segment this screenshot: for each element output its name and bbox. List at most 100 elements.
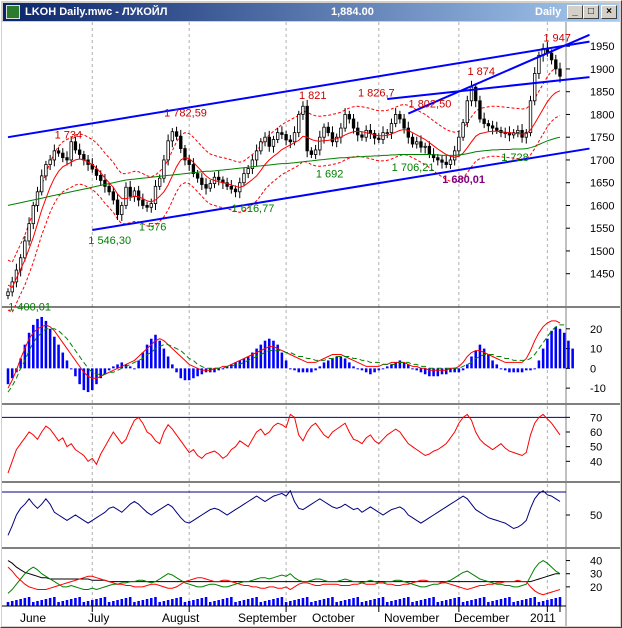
volume-bar — [474, 599, 477, 606]
candle-body — [318, 136, 322, 151]
volume-bar — [381, 597, 385, 606]
candle-body — [478, 100, 482, 120]
candle-body — [111, 191, 116, 201]
volume-bar — [74, 598, 77, 606]
macd-histogram-bar — [482, 348, 486, 369]
candle-body — [549, 52, 554, 61]
macd-histogram-bar — [78, 368, 81, 385]
macd-histogram-bar — [6, 368, 10, 385]
price-tick-label: 1950 — [590, 41, 614, 53]
maximize-button[interactable]: □ — [583, 5, 599, 19]
price-tick-label: 1650 — [590, 178, 614, 190]
volume-bar — [251, 598, 254, 606]
macd-histogram-bar — [428, 368, 431, 377]
macd-histogram-bar — [171, 364, 174, 369]
candle-body — [347, 114, 351, 120]
macd-histogram-bar — [335, 356, 338, 369]
candle-body — [301, 105, 305, 115]
volume-bar — [27, 597, 31, 606]
macd-histogram-bar — [69, 368, 73, 370]
candle-body — [410, 136, 415, 145]
volume-bar — [512, 602, 515, 606]
volume-bar — [32, 602, 35, 606]
price-tick-label: 1750 — [590, 132, 614, 144]
volume-bar — [310, 602, 313, 606]
volume-bar — [263, 601, 267, 606]
volume-bar — [529, 598, 532, 606]
price-annotation: 1 782,59 — [164, 107, 207, 119]
macd-histogram-bar — [145, 344, 149, 369]
macd-histogram-bar — [364, 368, 368, 373]
volume-bar — [407, 597, 410, 606]
volume-bar — [124, 598, 128, 606]
month-label: August — [162, 611, 200, 625]
app-icon[interactable] — [6, 5, 20, 19]
candle-body — [524, 132, 528, 138]
volume-bar — [116, 600, 119, 606]
volume-bar — [91, 600, 94, 606]
last-price: 1,884.00 — [331, 6, 374, 18]
volume-bar — [293, 600, 296, 606]
price-annotation: 1 728 — [501, 152, 529, 164]
volume-bar — [103, 597, 107, 606]
month-label: November — [384, 611, 439, 625]
macd-histogram-bar — [112, 366, 115, 369]
month-label: December — [454, 611, 509, 625]
macd-histogram-bar — [187, 368, 191, 381]
candle-body — [23, 240, 27, 259]
volume-bar — [520, 600, 524, 606]
candle-body — [339, 127, 343, 138]
volume-bar — [415, 601, 419, 606]
macd-histogram-bar — [61, 352, 65, 369]
volume-bar — [95, 599, 98, 606]
macd-histogram-bar — [529, 368, 532, 371]
volume-bar — [466, 601, 469, 606]
minimize-button[interactable]: _ — [567, 5, 583, 19]
volume-bar — [187, 601, 191, 606]
macd-histogram-bar — [289, 368, 292, 370]
trend-line — [407, 33, 590, 115]
macd-histogram-bar — [525, 368, 528, 371]
candle-body — [343, 114, 347, 129]
volume-bar — [61, 601, 65, 606]
candle-body — [44, 164, 48, 177]
macd-histogram-bar — [554, 326, 558, 369]
close-button[interactable]: × — [601, 5, 617, 19]
candle-body — [229, 185, 234, 190]
macd-histogram-bar — [339, 356, 343, 369]
candle-body — [537, 54, 541, 74]
volume-bar — [554, 598, 558, 606]
macd-histogram-bar — [318, 366, 322, 369]
chart-canvas[interactable]: 1450 1500 1550 1600 1650 1700 1750 1800 1850 1900… — [2, 22, 620, 626]
macd-histogram-bar — [512, 368, 515, 373]
candle-body — [330, 132, 335, 143]
volume-bar — [276, 598, 279, 606]
macd-histogram-bar — [36, 318, 39, 369]
candle-body — [250, 159, 255, 169]
volume-bar — [558, 597, 562, 606]
candle-body — [402, 118, 406, 129]
volume-bar — [356, 597, 360, 606]
volume-bar — [48, 598, 52, 606]
volume-bar — [436, 602, 440, 606]
macd-histogram-bar — [558, 328, 562, 369]
macd-histogram-bar — [457, 368, 461, 373]
volume-bar — [495, 600, 499, 606]
volume-bar — [213, 601, 216, 606]
adx-tick-label: 20 — [590, 582, 602, 594]
candle-body — [31, 205, 35, 225]
volume-bar — [57, 602, 60, 606]
candle-body — [288, 139, 292, 143]
candle-body — [259, 141, 263, 152]
candle-body — [364, 129, 368, 138]
candle-body — [145, 205, 149, 208]
candle-body — [448, 159, 453, 165]
title-bar[interactable]: LKOH Daily.mwc - ЛУКОЙЛ 1,884.00 Daily _… — [3, 3, 619, 21]
macd-histogram-bar — [259, 344, 263, 369]
volume-bar — [369, 600, 372, 606]
volume-bar — [385, 602, 389, 606]
volume-bar — [78, 597, 81, 606]
candle-body — [183, 148, 187, 161]
volume-bar — [225, 598, 229, 606]
